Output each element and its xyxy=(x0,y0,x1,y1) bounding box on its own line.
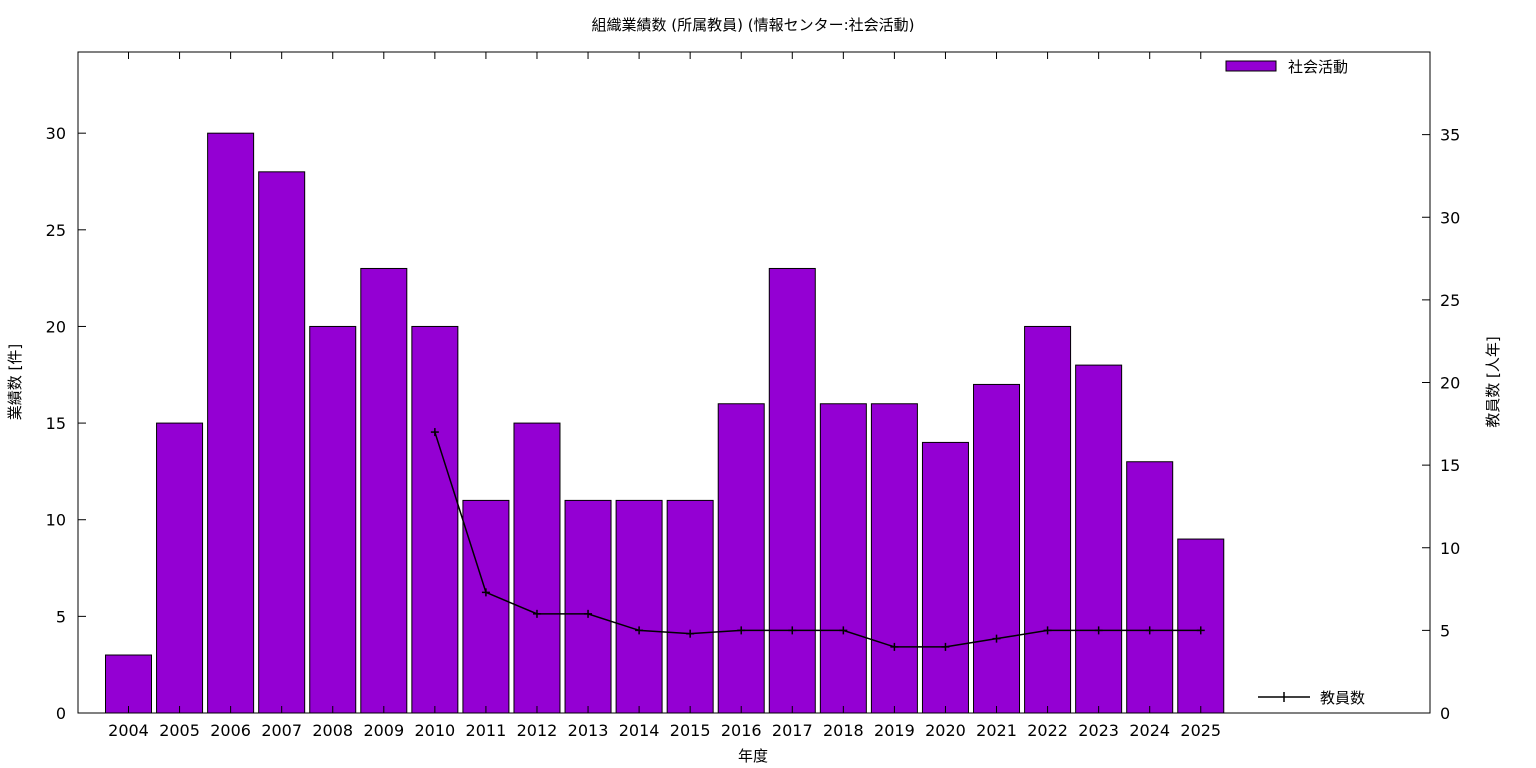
x-axis: 2004 2005 2006 2007 2008 2009 2010 2011 2012 2013… xyxy=(108,52,1221,740)
line-point-2021 xyxy=(992,634,1001,643)
legend-line: 教員数 xyxy=(1258,689,1365,707)
y-tick-label-20: 20 xyxy=(46,317,66,336)
bar-2015 xyxy=(666,499,714,714)
y-axis-left: 0 5 10 15 20 25 30 xyxy=(46,124,86,723)
x-tick-label-2018: 2018 xyxy=(823,721,864,740)
line-point-2020 xyxy=(941,642,950,651)
bar-2019 xyxy=(870,403,918,714)
y-axis-right: 0 5 10 15 20 25 30 35 xyxy=(1422,126,1460,723)
x-tick-label-2013: 2013 xyxy=(568,721,609,740)
line-point-2014 xyxy=(635,626,644,635)
bar-2006 xyxy=(207,132,255,714)
line-series xyxy=(430,428,1205,651)
y2-tick-label-30: 30 xyxy=(1440,208,1460,227)
x-tick-label-2021: 2021 xyxy=(976,721,1017,740)
chart-title: 組織業績数 (所属教員) (情報センター:社会活動) xyxy=(591,16,914,34)
x-tick-label-2011: 2011 xyxy=(466,721,507,740)
bar-2014 xyxy=(615,499,663,714)
x-tick-label-2020: 2020 xyxy=(925,721,966,740)
bar-2021 xyxy=(973,383,1021,714)
bar-2017 xyxy=(768,267,816,714)
bar-2018 xyxy=(819,403,867,714)
x-tick-label-2008: 2008 xyxy=(312,721,353,740)
x-tick-label-2022: 2022 xyxy=(1027,721,1068,740)
bar-2022 xyxy=(1024,325,1072,714)
line-point-2011 xyxy=(481,588,490,597)
x-tick-label-2010: 2010 xyxy=(415,721,456,740)
bar-2010 xyxy=(411,325,459,714)
legend-bar-label: 社会活動 xyxy=(1288,58,1348,76)
y-tick-label-25: 25 xyxy=(46,221,66,240)
bar-2011 xyxy=(462,499,510,714)
x-axis-label: 年度 xyxy=(738,747,768,765)
bar-2024 xyxy=(1126,461,1174,714)
y-tick-label-0: 0 xyxy=(56,704,66,723)
x-tick-label-2014: 2014 xyxy=(619,721,660,740)
y2-tick-label-10: 10 xyxy=(1440,539,1460,558)
line-point-2013 xyxy=(584,609,593,618)
line-point-2024 xyxy=(1145,626,1154,635)
x-tick-label-2006: 2006 xyxy=(210,721,251,740)
x-tick-label-2004: 2004 xyxy=(108,721,149,740)
legend-line-label: 教員数 xyxy=(1320,689,1365,707)
line-point-2010 xyxy=(430,428,439,437)
x-tick-label-2015: 2015 xyxy=(670,721,711,740)
legend-bar: 社会活動 xyxy=(1225,58,1348,76)
line-point-2025 xyxy=(1196,626,1205,635)
line-point-2022 xyxy=(1043,626,1052,635)
bar-2020 xyxy=(921,441,969,714)
line-path xyxy=(434,431,1201,648)
line-point-2019 xyxy=(890,642,899,651)
line-point-2023 xyxy=(1094,626,1103,635)
y-tick-label-5: 5 xyxy=(56,607,66,626)
bar-2007 xyxy=(258,171,306,714)
bar-2008 xyxy=(309,325,357,714)
x-tick-label-2009: 2009 xyxy=(363,721,404,740)
y2-axis-label: 教員数 [人年] xyxy=(1484,336,1502,427)
y-axis-label: 業績数 [件] xyxy=(6,344,24,420)
bar-2005 xyxy=(156,422,204,714)
y2-tick-label-25: 25 xyxy=(1440,291,1460,310)
x-tick-label-2023: 2023 xyxy=(1078,721,1119,740)
x-tick-label-2012: 2012 xyxy=(517,721,558,740)
bar-2009 xyxy=(360,267,408,714)
y2-tick-label-35: 35 xyxy=(1440,126,1460,145)
x-tick-label-2016: 2016 xyxy=(721,721,762,740)
bar-2013 xyxy=(564,499,612,714)
x-tick-label-2005: 2005 xyxy=(159,721,200,740)
y2-tick-label-5: 5 xyxy=(1440,621,1450,640)
y-tick-label-10: 10 xyxy=(46,511,66,530)
y2-tick-label-0: 0 xyxy=(1440,704,1450,723)
line-point-2012 xyxy=(532,609,541,618)
y2-tick-label-15: 15 xyxy=(1440,456,1460,475)
x-tick-label-2024: 2024 xyxy=(1129,721,1170,740)
y2-tick-label-20: 20 xyxy=(1440,374,1460,393)
bar-2004 xyxy=(105,654,152,714)
bar-2012 xyxy=(513,422,561,714)
x-tick-label-2017: 2017 xyxy=(772,721,813,740)
bar-2025 xyxy=(1177,538,1225,714)
bar-series xyxy=(105,132,1225,714)
bar-2016 xyxy=(717,403,765,714)
y-tick-label-30: 30 xyxy=(46,124,66,143)
legend-bar-swatch xyxy=(1225,60,1277,72)
x-tick-label-2025: 2025 xyxy=(1180,721,1221,740)
y-tick-label-15: 15 xyxy=(46,414,66,433)
bar-2023 xyxy=(1075,364,1123,714)
x-tick-label-2019: 2019 xyxy=(874,721,915,740)
line-point-2017 xyxy=(788,626,797,635)
line-point-2015 xyxy=(686,629,695,638)
line-point-2018 xyxy=(839,626,848,635)
x-tick-label-2007: 2007 xyxy=(261,721,302,740)
line-point-2016 xyxy=(737,626,746,635)
